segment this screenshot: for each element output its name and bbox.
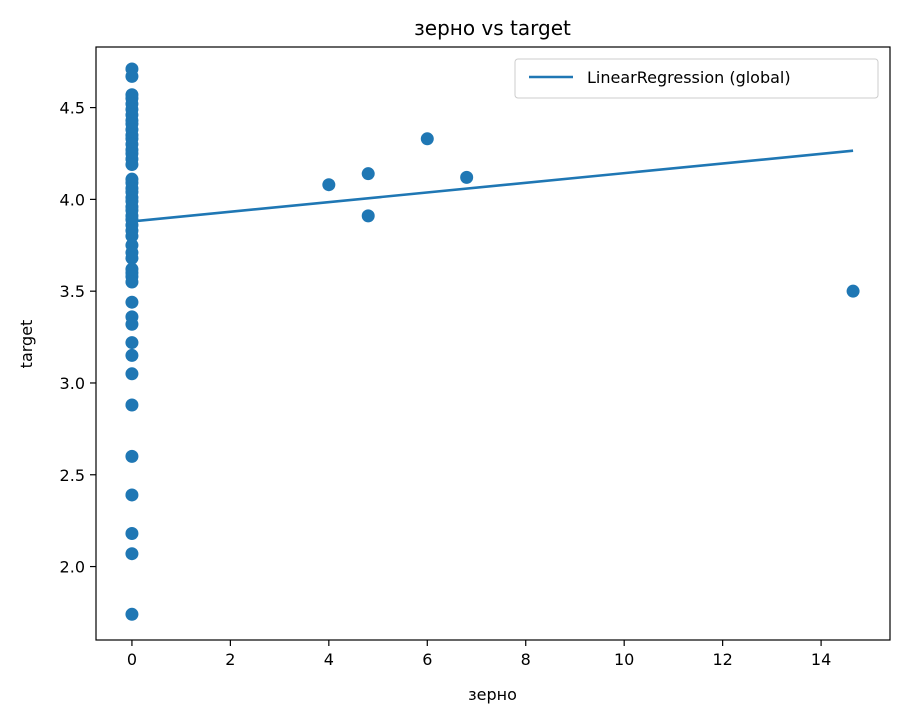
- scatter-point: [846, 284, 860, 298]
- scatter-point: [125, 348, 139, 362]
- scatter-point: [125, 367, 139, 381]
- scatter-point: [125, 547, 139, 561]
- x-axis-label: зерно: [468, 685, 517, 704]
- regression-line: [131, 149, 854, 223]
- x-tick-label: 0: [127, 650, 137, 669]
- legend-box: [514, 58, 879, 99]
- x-tick-label: 10: [614, 650, 634, 669]
- scatter-point: [125, 295, 139, 309]
- legend-entry-label: LinearRegression (global): [587, 68, 791, 87]
- scatter-point: [125, 398, 139, 412]
- y-tick-label: 3.5: [60, 282, 85, 301]
- plot-frame: [95, 46, 891, 641]
- scatter-point: [460, 170, 474, 184]
- x-tick-label: 8: [521, 650, 531, 669]
- y-tick-label: 2.5: [60, 466, 85, 485]
- scatter-point: [125, 275, 139, 289]
- x-axis: 0 2 4 6 8 10 12 14: [127, 640, 831, 669]
- y-tick-label: 2.0: [60, 558, 85, 577]
- y-axis: 2.0 2.5 3.0 3.5 4.0 4.5: [60, 99, 96, 577]
- scatter-point: [361, 167, 375, 181]
- chart-title: зерно vs target: [414, 16, 571, 40]
- plot-content: [125, 62, 860, 621]
- scatter-point: [322, 178, 336, 192]
- scatter-point: [420, 132, 434, 146]
- scatter-point: [125, 527, 139, 541]
- x-tick-label: 2: [225, 650, 235, 669]
- x-tick-label: 14: [811, 650, 831, 669]
- y-tick-label: 4.5: [60, 99, 85, 118]
- scatter-point: [361, 209, 375, 223]
- y-tick-label: 3.0: [60, 374, 85, 393]
- scatter-point: [125, 336, 139, 350]
- scatter-point: [125, 69, 139, 83]
- x-tick-label: 4: [324, 650, 334, 669]
- y-tick-label: 4.0: [60, 190, 85, 209]
- scatter-point: [125, 229, 139, 243]
- scatter-point: [125, 449, 139, 463]
- scatter-point: [125, 317, 139, 331]
- scatter-point: [125, 607, 139, 621]
- legend: LinearRegression (global): [514, 58, 879, 99]
- y-axis-label: target: [17, 320, 36, 369]
- scatter-point: [125, 157, 139, 171]
- scatter-point: [125, 251, 139, 265]
- x-tick-label: 6: [422, 650, 432, 669]
- scatter-point: [125, 488, 139, 502]
- x-tick-label: 12: [712, 650, 732, 669]
